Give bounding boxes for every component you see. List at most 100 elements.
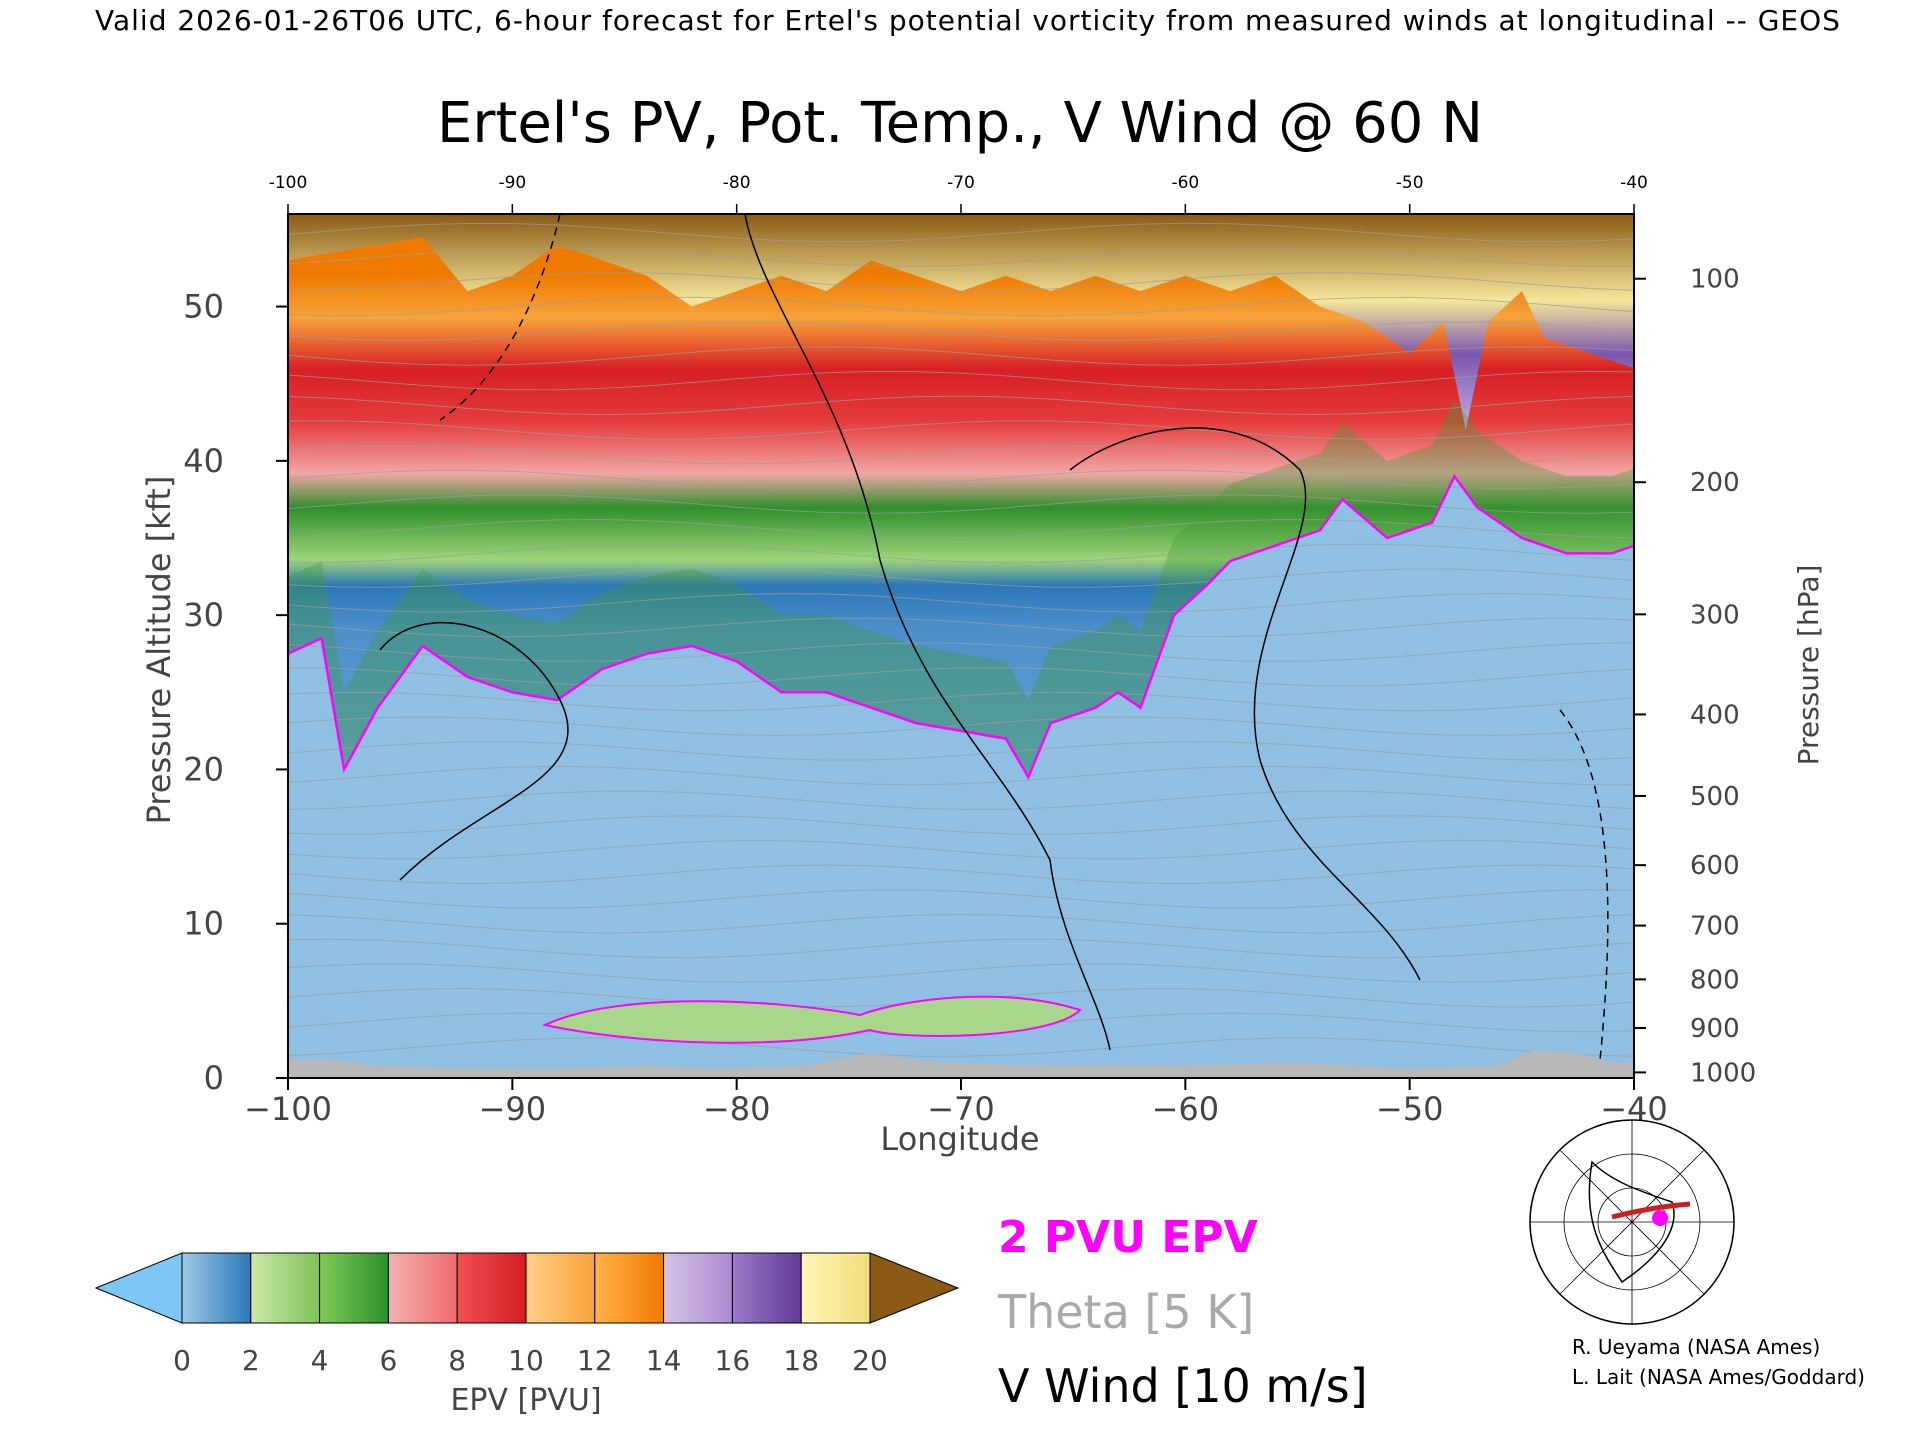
theta-contour xyxy=(288,568,1634,588)
tropopause-2pvu-line xyxy=(288,473,1634,780)
v-wind-contour xyxy=(1559,709,1609,1061)
y-axis-label: Pressure Altitude [kft] xyxy=(140,476,178,825)
x-tick-label: −90 xyxy=(479,1090,547,1128)
colorbar-over-arrow xyxy=(869,1252,960,1324)
top-tick-label: -60 xyxy=(1171,173,1199,193)
colorbar-band xyxy=(456,1252,527,1324)
colorbar-tick-label: 14 xyxy=(646,1344,682,1377)
colorbar-band xyxy=(387,1252,458,1324)
theta-contour xyxy=(288,444,1634,465)
theta-contour xyxy=(288,321,1634,342)
colorbar-band xyxy=(663,1252,733,1324)
y-axis: 0 10 20 30 40 50 xyxy=(183,288,288,1097)
v-wind-contour xyxy=(744,214,1111,1051)
v-wind-contour xyxy=(1069,427,1421,981)
theta-contour xyxy=(288,518,1634,539)
colorbar-tick-label: 6 xyxy=(379,1344,397,1377)
theta-contour xyxy=(288,494,1634,514)
theta-contour xyxy=(288,617,1634,638)
pressure-tick-label: 800 xyxy=(1690,965,1740,995)
colorbar-tick-label: 4 xyxy=(311,1344,329,1377)
theta-contour xyxy=(288,839,1634,860)
colorbar-tick-label: 0 xyxy=(173,1344,191,1377)
pressure-tick-label: 600 xyxy=(1690,851,1740,881)
pressure-tick-label: 1000 xyxy=(1690,1058,1756,1088)
theta-contour xyxy=(288,592,1634,613)
terrain-mask xyxy=(288,1050,1634,1078)
header-banner: Valid 2026-01-26T06 UTC, 6-hour forecast… xyxy=(95,4,1841,37)
upper-pv-band xyxy=(288,214,1634,430)
theta-contour xyxy=(288,741,1634,761)
colorbar-under-arrow xyxy=(94,1252,183,1324)
credit-line-1: R. Ueyama (NASA Ames) xyxy=(1572,1335,1820,1359)
colorbar-tick-label: 18 xyxy=(783,1344,819,1377)
theta-contour xyxy=(288,889,1634,909)
top-tick-label: -100 xyxy=(269,173,308,193)
top-tick-label: -70 xyxy=(947,173,975,193)
theta-contour xyxy=(288,346,1634,366)
theta-contour xyxy=(288,469,1634,490)
boundary-layer-pv xyxy=(541,995,1082,1044)
troposphere-fill xyxy=(288,476,1634,1078)
theta-contour xyxy=(288,667,1634,687)
theta-contour xyxy=(288,247,1634,267)
chart-title: Ertel's PV, Pot. Temp., V Wind @ 60 N xyxy=(437,91,1483,156)
polar-globe-icon xyxy=(1529,1119,1735,1325)
top-tick-label: -90 xyxy=(498,173,526,193)
pressure-tick-label: 100 xyxy=(1690,265,1740,295)
colorbar-tick-label: 12 xyxy=(577,1344,613,1377)
colorbar-band xyxy=(525,1252,596,1324)
x-tick-label: −80 xyxy=(703,1090,771,1128)
legend-2pvu: 2 PVU EPV xyxy=(998,1212,1258,1263)
pressure-tick-label: 400 xyxy=(1690,700,1740,730)
legend-vwind: V Wind [10 m/s] xyxy=(998,1359,1368,1413)
x-tick-label: −60 xyxy=(1152,1090,1220,1128)
colorbar: 0 2 4 6 8 10 12 14 16 18 20 xyxy=(94,1252,960,1377)
v-wind-contour xyxy=(439,214,561,421)
theta-contour xyxy=(288,864,1634,885)
colorbar-band xyxy=(731,1252,802,1324)
x-tick-label: −70 xyxy=(927,1090,995,1128)
x-tick-label: −50 xyxy=(1376,1090,1444,1128)
theta-contour xyxy=(288,296,1634,317)
colorbar-tick-label: 20 xyxy=(852,1344,888,1377)
theta-contour xyxy=(288,642,1634,662)
theta-contour xyxy=(288,790,1634,810)
theta-contour xyxy=(288,913,1634,934)
y-tick-label: 0 xyxy=(204,1059,224,1097)
top-tick-label: -50 xyxy=(1396,173,1424,193)
pressure-tick-label: 700 xyxy=(1690,912,1740,942)
y-tick-label: 10 xyxy=(183,905,224,943)
y-tick-label: 50 xyxy=(183,288,224,326)
theta-contour xyxy=(288,691,1634,712)
colorbar-band xyxy=(800,1252,871,1324)
x-axis: −100 −90 −80 −70 −60 −50 −40 xyxy=(244,1078,1668,1128)
colorbar-tick-label: 16 xyxy=(715,1344,751,1377)
theta-contour xyxy=(288,543,1634,564)
pressure-axis: 100 200 300 400 500 600 700 800 900 1000 xyxy=(1634,265,1756,1088)
colorbar-tick-label: 10 xyxy=(508,1344,544,1377)
colorbar-label: EPV [PVU] xyxy=(450,1383,601,1418)
theta-contour xyxy=(288,938,1634,959)
colorbar-band xyxy=(181,1252,252,1324)
theta-contour xyxy=(288,272,1634,292)
v-wind-contour xyxy=(379,622,569,881)
pressure-tick-label: 300 xyxy=(1690,600,1740,630)
colorbar-tick-label: 8 xyxy=(448,1344,466,1377)
stratosphere-fill xyxy=(288,399,1634,778)
legend-theta: Theta [5 K] xyxy=(997,1285,1254,1339)
colorbar-band xyxy=(250,1252,321,1324)
theta-contour xyxy=(288,420,1634,440)
theta-contour xyxy=(288,765,1634,786)
colorbar-band xyxy=(319,1252,389,1324)
y-tick-label: 20 xyxy=(183,750,224,788)
pressure-tick-label: 900 xyxy=(1690,1014,1740,1044)
theta-contour xyxy=(288,370,1634,391)
colorbar-tick-label: 2 xyxy=(242,1344,260,1377)
y-tick-label: 30 xyxy=(183,596,224,634)
x-tick-label: −100 xyxy=(244,1090,332,1128)
y-tick-label: 40 xyxy=(183,442,224,480)
x-axis-label: Longitude xyxy=(880,1120,1039,1158)
theta-contour xyxy=(288,395,1634,416)
